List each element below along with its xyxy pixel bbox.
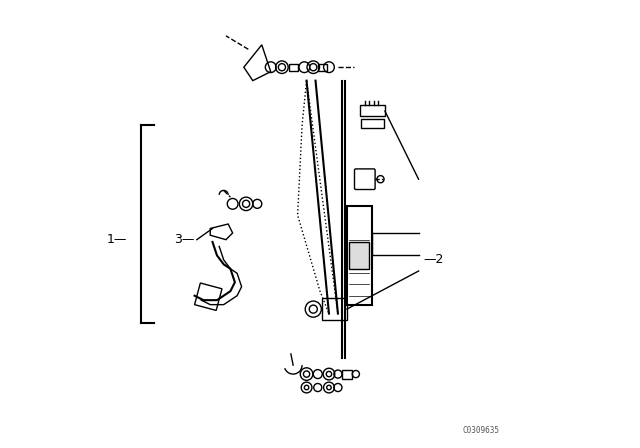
Bar xyxy=(361,119,383,128)
Polygon shape xyxy=(210,224,233,240)
Text: C0309635: C0309635 xyxy=(462,426,499,435)
Bar xyxy=(317,64,327,71)
Bar xyxy=(349,242,369,269)
Bar xyxy=(342,370,352,379)
Bar xyxy=(323,298,347,320)
Bar xyxy=(360,105,385,116)
Text: 1—: 1— xyxy=(107,233,127,246)
Text: —2: —2 xyxy=(423,253,444,267)
Bar xyxy=(347,206,372,305)
FancyBboxPatch shape xyxy=(355,169,375,190)
Text: 3—: 3— xyxy=(174,233,195,246)
Bar xyxy=(289,64,298,71)
Bar xyxy=(195,283,222,310)
